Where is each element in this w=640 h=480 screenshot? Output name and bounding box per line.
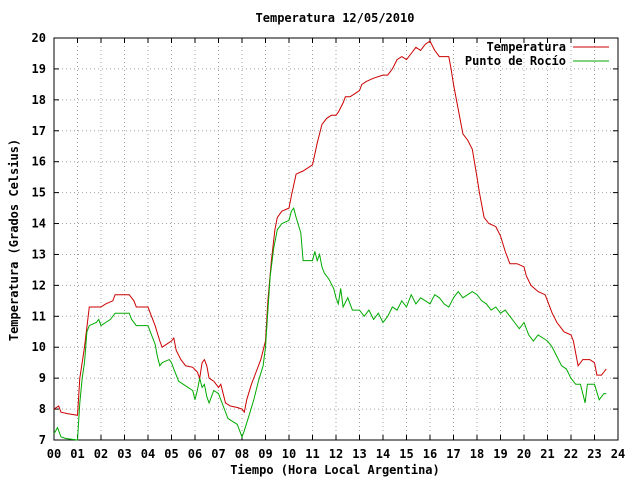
y-tick-label: 19 (32, 62, 46, 76)
x-tick-label: 22 (564, 447, 578, 461)
y-tick-label: 7 (39, 433, 46, 447)
x-tick-label: 13 (352, 447, 366, 461)
y-tick-label: 15 (32, 186, 46, 200)
x-tick-label: 24 (611, 447, 625, 461)
x-tick-label: 06 (188, 447, 202, 461)
y-tick-label: 9 (39, 371, 46, 385)
legend-label: Temperatura (487, 40, 566, 54)
y-tick-label: 20 (32, 31, 46, 45)
y-tick-label: 17 (32, 124, 46, 138)
y-tick-label: 12 (32, 278, 46, 292)
x-tick-label: 21 (540, 447, 554, 461)
x-tick-label: 16 (423, 447, 437, 461)
x-tick-label: 20 (517, 447, 531, 461)
x-tick-label: 17 (446, 447, 460, 461)
x-tick-label: 03 (117, 447, 131, 461)
x-tick-label: 14 (376, 447, 390, 461)
axis-ticks: 00 01 02 03 04 05 06 07 08 09 10 11 12 13 14 15 16 17 18 19… (32, 31, 626, 461)
x-tick-label: 09 (258, 447, 272, 461)
y-tick-label: 13 (32, 247, 46, 261)
y-tick-label: 14 (32, 217, 46, 231)
y-tick-label: 18 (32, 93, 46, 107)
chart-title: Temperatura 12/05/2010 (256, 11, 415, 25)
x-tick-label: 08 (235, 447, 249, 461)
grid (54, 38, 618, 440)
x-tick-label: 00 (47, 447, 61, 461)
series-group (53, 40, 607, 441)
y-tick-label: 10 (32, 340, 46, 354)
x-tick-label: 11 (305, 447, 319, 461)
x-tick-label: 15 (399, 447, 413, 461)
x-tick-label: 19 (493, 447, 507, 461)
x-tick-label: 02 (94, 447, 108, 461)
y-tick-label: 16 (32, 155, 46, 169)
y-tick-label: 8 (39, 402, 46, 416)
x-tick-label: 07 (211, 447, 225, 461)
x-axis-label: Tiempo (Hora Local Argentina) (230, 463, 440, 477)
series-line-punto-de-rocio (53, 206, 607, 441)
legend-label: Punto de Rocío (465, 54, 566, 68)
y-axis-label: Temperatura (Grados Celsius) (7, 139, 21, 341)
x-tick-label: 05 (164, 447, 178, 461)
x-tick-label: 01 (70, 447, 84, 461)
x-tick-label: 12 (329, 447, 343, 461)
y-tick-label: 11 (32, 309, 46, 323)
x-tick-label: 18 (470, 447, 484, 461)
x-tick-label: 10 (282, 447, 296, 461)
x-tick-label: 04 (141, 447, 155, 461)
x-tick-label: 23 (587, 447, 601, 461)
series-line-temperatura (53, 40, 607, 416)
